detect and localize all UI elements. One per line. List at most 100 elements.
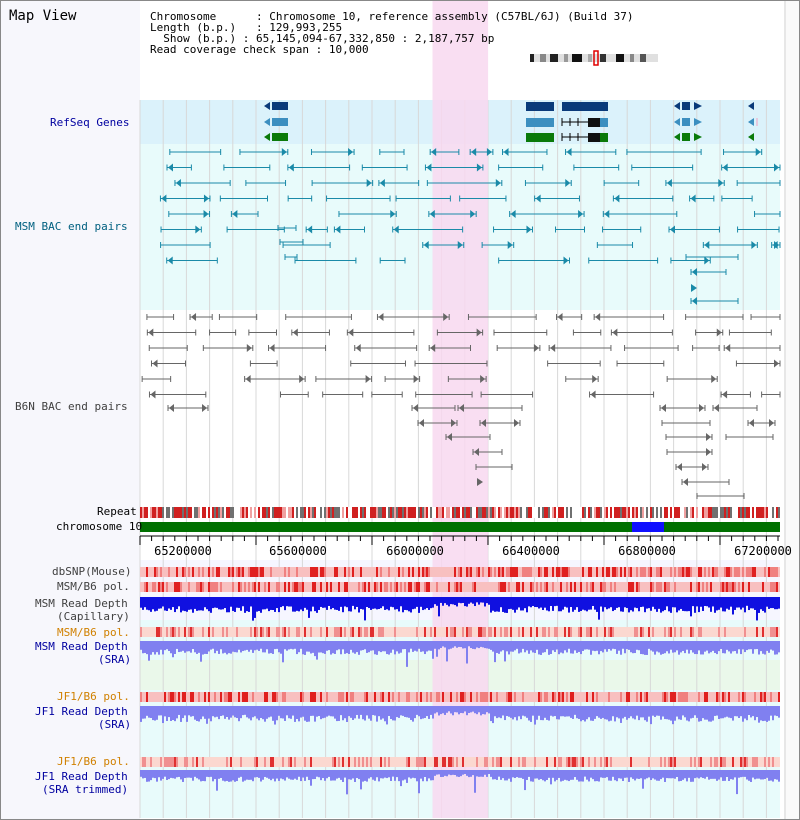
track-label-msm-b6-pol-2[interactable]: MSM/B6 pol. <box>57 626 130 639</box>
msm-capillary-depth-bar <box>770 597 772 609</box>
track-label-chromosome[interactable]: chromosome 10 <box>56 520 143 533</box>
dbsnp-heat <box>726 567 728 577</box>
repeat-element <box>520 507 522 518</box>
jf1-sra-depth-bar <box>354 706 356 719</box>
dbsnp-heat <box>402 567 404 577</box>
msm-b6-pol-heat-2 <box>616 627 618 637</box>
msm-b6-pol-heat <box>452 582 454 592</box>
msm-b6-pol-heat <box>618 582 620 592</box>
jf1-b6-pol-heat-2 <box>454 757 456 767</box>
jf1-sra-depth-bar <box>456 706 458 713</box>
track-label-msm-bac[interactable]: MSM BAC end pairs <box>15 220 128 233</box>
msm-capillary-depth-bar <box>344 597 346 607</box>
jf1-sra-depth-bar <box>470 706 472 713</box>
b6n-bac-pair <box>711 375 717 383</box>
msm-b6-pol-heat-2 <box>744 627 746 637</box>
msm-b6-pol-heat-2 <box>434 627 436 637</box>
repeat-element <box>678 507 680 518</box>
msm-b6-pol-heat-2 <box>194 627 196 637</box>
jf1-b6-pol-heat-2 <box>226 757 228 767</box>
msm-b6-pol-heat-2 <box>474 627 476 637</box>
jf1-b6-pol-heat-2 <box>558 757 560 767</box>
jf1-b6-pol-heat-2 <box>264 757 266 767</box>
dbsnp-heat <box>624 567 626 577</box>
msm-b6-pol-heat <box>562 582 564 592</box>
msm-b6-pol-heat <box>384 582 386 592</box>
jf1-b6-pol-heat <box>346 692 348 702</box>
msm-b6-pol-heat-2 <box>758 627 760 637</box>
msm-capillary-depth-bar <box>754 597 756 610</box>
jf1-trimmed-depth-bar <box>372 770 374 780</box>
jf1-b6-pol-heat <box>652 692 654 702</box>
repeat-element <box>672 507 674 518</box>
track-label-refseq-genes[interactable]: RefSeq Genes <box>50 116 130 129</box>
jf1-trimmed-depth-bar <box>448 770 450 775</box>
msm-b6-pol-heat <box>310 582 312 592</box>
repeat-element <box>708 507 710 518</box>
track-label-jf1-depth-sra[interactable]: JF1 Read Depth <box>35 705 128 718</box>
jf1-sra-depth-bar <box>338 706 340 721</box>
track-label-jf1-depth-trim[interactable]: JF1 Read Depth <box>35 770 128 783</box>
msm-capillary-depth-bar <box>428 597 430 610</box>
jf1-b6-pol-heat <box>296 692 298 702</box>
msm-capillary-depth-bar <box>486 597 488 604</box>
jf1-b6-pol-heat-2 <box>268 757 270 767</box>
jf1-b6-pol-heat-2 <box>212 757 214 767</box>
jf1-sra-depth-bar <box>376 706 378 722</box>
msm-b6-pol-heat <box>770 582 772 592</box>
repeat-element <box>552 507 554 518</box>
track-label-jf1-b6-pol[interactable]: JF1/B6 pol. <box>57 690 130 703</box>
msm-b6-pol-heat <box>576 582 578 592</box>
repeat-element <box>568 507 570 518</box>
repeat-element <box>744 507 746 518</box>
track-label-msm-depth-cap[interactable]: MSM Read Depth <box>35 597 128 610</box>
dbsnp-heat <box>574 567 576 577</box>
jf1-b6-pol-heat-2 <box>520 757 522 767</box>
repeat-element <box>546 507 548 518</box>
dbsnp-heat <box>152 567 154 577</box>
dbsnp-heat <box>650 567 652 577</box>
msm-b6-pol-heat-2 <box>582 627 584 637</box>
track-label-b6n-bac[interactable]: B6N BAC end pairs <box>15 400 128 413</box>
repeat-element <box>312 507 314 518</box>
jf1-trimmed-depth-bar <box>160 770 162 781</box>
track-label-msm-b6-pol[interactable]: MSM/B6 pol. <box>57 580 130 593</box>
msm-b6-pol-heat <box>668 582 670 592</box>
msm-capillary-depth-bar <box>636 597 638 609</box>
jf1-trimmed-depth-bar <box>566 770 568 781</box>
jf1-sra-depth-bar <box>724 706 726 718</box>
msm-sra-depth-bar <box>746 641 748 651</box>
dbsnp-heat <box>462 567 464 577</box>
jf1-sra-depth-bar <box>272 706 274 721</box>
b6n-bac-pair <box>150 390 156 399</box>
msm-sra-depth-bar <box>202 641 204 655</box>
jf1-sra-depth-bar <box>308 706 310 722</box>
track-label-jf1-b6-pol-2[interactable]: JF1/B6 pol. <box>57 755 130 768</box>
axis-tick-label: 66400000 <box>502 544 560 558</box>
repeat-element <box>236 507 238 518</box>
jf1-trimmed-depth-bar <box>640 770 642 779</box>
dbsnp-heat <box>696 567 698 577</box>
msm-b6-pol-heat-2 <box>346 627 348 637</box>
repeat-element <box>148 507 150 518</box>
track-label-repeat[interactable]: Repeat <box>97 505 137 518</box>
msm-capillary-depth-bar <box>408 597 410 612</box>
jf1-sra-depth-bar <box>534 706 536 725</box>
msm-sra-depth-bar <box>452 641 454 648</box>
msm-sra-depth-bar <box>196 641 198 654</box>
dbsnp-heat <box>458 567 460 577</box>
jf1-b6-pol-heat <box>522 692 524 702</box>
msm-sra-depth-bar <box>754 641 756 650</box>
track-label-dbsnp[interactable]: dbSNP(Mouse) <box>52 565 132 578</box>
repeat-element <box>218 507 220 518</box>
track-label-msm-depth-sra[interactable]: MSM Read Depth <box>35 640 128 653</box>
jf1-b6-pol-heat <box>232 692 234 702</box>
jf1-b6-pol-heat-2 <box>540 757 542 767</box>
msm-capillary-depth-bar <box>206 597 208 610</box>
msm-b6-pol-heat <box>638 582 640 592</box>
msm-b6-pol-heat-2 <box>424 627 426 637</box>
msm-b6-pol-heat <box>716 582 718 592</box>
msm-sra-depth-bar <box>272 641 274 654</box>
jf1-b6-pol-heat <box>736 692 738 702</box>
